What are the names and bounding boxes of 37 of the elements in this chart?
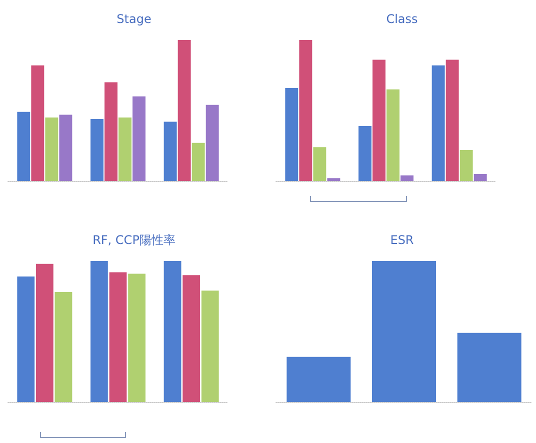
bar (386, 89, 400, 181)
chart-title: Class (386, 12, 418, 26)
bar (17, 276, 35, 402)
bar (104, 82, 118, 181)
bar (206, 104, 219, 181)
bar (59, 114, 72, 181)
bar (358, 126, 372, 181)
bar (432, 65, 445, 181)
bar (460, 150, 473, 181)
bar (90, 261, 108, 402)
bar (36, 264, 54, 402)
bar (164, 261, 182, 402)
bar (372, 60, 386, 181)
bar (474, 174, 487, 181)
bar (201, 290, 219, 402)
bar (90, 118, 104, 181)
bar (285, 88, 298, 181)
chart-title: ESR (390, 233, 414, 247)
bar (31, 65, 44, 181)
bar (400, 175, 414, 181)
chart-title: Stage (116, 12, 152, 26)
bar (182, 275, 200, 402)
chart-title: RF, CCP陽性率 (92, 233, 176, 247)
bar (446, 60, 459, 181)
bar (313, 147, 326, 181)
bar (45, 118, 58, 181)
bar (109, 272, 127, 402)
bar (164, 122, 177, 181)
bar (327, 178, 340, 181)
bar (118, 118, 132, 181)
bar (132, 96, 146, 181)
bar (299, 40, 312, 181)
bar (192, 142, 205, 181)
bar (54, 292, 72, 402)
bar (17, 112, 30, 181)
bar (178, 40, 191, 181)
bar (128, 274, 146, 402)
